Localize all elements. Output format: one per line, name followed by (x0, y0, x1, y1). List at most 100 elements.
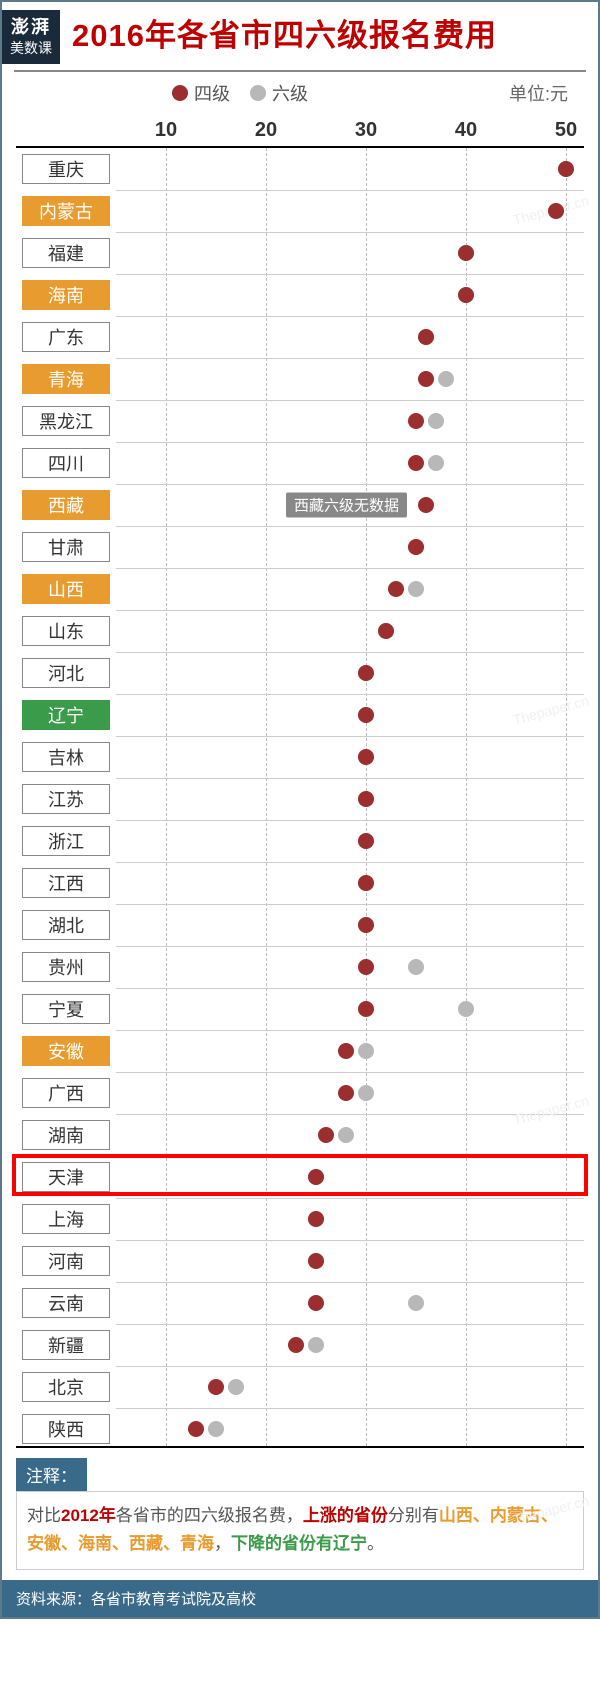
cet4-marker (358, 707, 374, 723)
x-tick-label: 40 (455, 119, 477, 142)
province-row: 江苏 (16, 778, 584, 820)
province-label: 浙江 (22, 826, 110, 856)
province-row: 山东 (16, 610, 584, 652)
province-row: 江西 (16, 862, 584, 904)
row-separator (116, 862, 584, 863)
cet4-marker (558, 161, 574, 177)
province-label: 甘肃 (22, 532, 110, 562)
province-label: 四川 (22, 448, 110, 478)
row-separator (116, 652, 584, 653)
province-row: 天津 (16, 1156, 584, 1198)
province-label: 吉林 (22, 742, 110, 772)
province-row: 辽宁 (16, 694, 584, 736)
row-separator (116, 442, 584, 443)
cet6-marker (408, 581, 424, 597)
province-label: 湖北 (22, 910, 110, 940)
cet4-marker (408, 455, 424, 471)
province-label: 辽宁 (22, 700, 110, 730)
province-row: 广东 (16, 316, 584, 358)
province-row: 广西 (16, 1072, 584, 1114)
notes-text: 对比2012年各省市的四六级报名费，上涨的省份分别有山西、内蒙古、安徽、海南、西… (16, 1491, 584, 1571)
cet4-marker (358, 749, 374, 765)
province-row: 云南 (16, 1282, 584, 1324)
cet4-marker (308, 1169, 324, 1185)
cet4-marker (378, 623, 394, 639)
province-label: 江苏 (22, 784, 110, 814)
province-label: 江西 (22, 868, 110, 898)
notes-section: 注释： 对比2012年各省市的四六级报名费，上涨的省份分别有山西、内蒙古、安徽、… (16, 1458, 584, 1571)
cet4-swatch (172, 85, 188, 101)
row-separator (116, 526, 584, 527)
province-label: 青海 (22, 364, 110, 394)
row-separator (116, 1030, 584, 1031)
province-row: 内蒙古 (16, 190, 584, 232)
province-row: 重庆 (16, 148, 584, 190)
annotation: 西藏六级无数据 (286, 492, 407, 517)
cet6-marker (208, 1421, 224, 1437)
cet4-marker (458, 245, 474, 261)
province-label: 福建 (22, 238, 110, 268)
row-separator (116, 484, 584, 485)
row-separator (116, 610, 584, 611)
dot-plot: 1020304050 重庆内蒙古福建海南广东青海黑龙江四川西藏西藏六级无数据甘肃… (16, 110, 584, 1448)
cet4-marker (358, 875, 374, 891)
cet4-marker (418, 329, 434, 345)
province-label: 湖南 (22, 1120, 110, 1150)
province-row: 四川 (16, 442, 584, 484)
cet4-marker (408, 413, 424, 429)
province-label: 新疆 (22, 1330, 110, 1360)
row-separator (116, 778, 584, 779)
unit-label: 单位:元 (509, 80, 568, 106)
cet6-swatch (250, 85, 266, 101)
cet4-marker (358, 959, 374, 975)
row-separator (116, 358, 584, 359)
footer-source: 资料来源：各省市教育考试院及高校 (2, 1580, 598, 1617)
cet6-marker (228, 1379, 244, 1395)
row-separator (116, 316, 584, 317)
province-label: 北京 (22, 1372, 110, 1402)
province-label: 陕西 (22, 1414, 110, 1444)
cet4-marker (358, 1001, 374, 1017)
cet4-marker (308, 1211, 324, 1227)
cet4-marker (338, 1043, 354, 1059)
row-separator (116, 1408, 584, 1409)
province-row: 湖南 (16, 1114, 584, 1156)
row-separator (116, 400, 584, 401)
cet6-marker (358, 1043, 374, 1059)
cet6-marker (308, 1337, 324, 1353)
cet4-marker (548, 203, 564, 219)
x-tick-label: 10 (155, 119, 177, 142)
legend-items: 四级 六级 (172, 80, 308, 106)
cet4-marker (408, 539, 424, 555)
cet4-marker (388, 581, 404, 597)
x-tick-label: 30 (355, 119, 377, 142)
row-separator (116, 190, 584, 191)
cet4-marker (338, 1085, 354, 1101)
province-label: 山西 (22, 574, 110, 604)
province-row: 上海 (16, 1198, 584, 1240)
cet4-marker (288, 1337, 304, 1353)
province-row: 山西 (16, 568, 584, 610)
province-label: 广西 (22, 1078, 110, 1108)
province-label: 山东 (22, 616, 110, 646)
divider (14, 70, 586, 72)
province-row: 西藏 西藏六级无数据 (16, 484, 584, 526)
province-label: 黑龙江 (22, 406, 110, 436)
province-row: 陕西 (16, 1408, 584, 1450)
province-row: 湖北 (16, 904, 584, 946)
province-label: 上海 (22, 1204, 110, 1234)
province-row: 安徽 (16, 1030, 584, 1072)
province-label: 宁夏 (22, 994, 110, 1024)
cet4-marker (418, 497, 434, 513)
province-label: 西藏 (22, 490, 110, 520)
row-separator (116, 694, 584, 695)
province-label: 天津 (22, 1162, 110, 1192)
province-label: 云南 (22, 1288, 110, 1318)
row-separator (116, 1198, 584, 1199)
row-separator (116, 1366, 584, 1367)
x-tick-label: 20 (255, 119, 277, 142)
province-row: 浙江 (16, 820, 584, 862)
row-separator (116, 820, 584, 821)
cet4-marker (418, 371, 434, 387)
row-separator (116, 736, 584, 737)
